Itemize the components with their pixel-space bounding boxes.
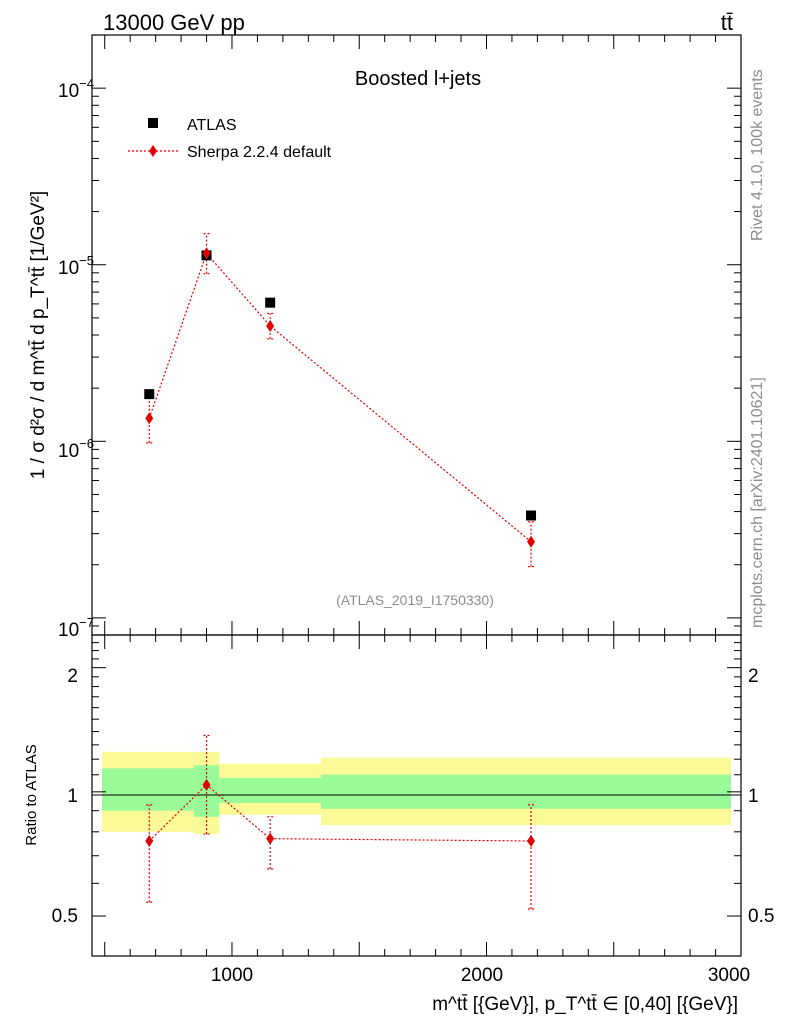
sherpa-point bbox=[527, 535, 536, 548]
x-axis-label: m^tt̄ [{GeV}], p_T^tt̄ ∈ [0,40] [{GeV}] bbox=[432, 994, 738, 1015]
ratio-panel: Ratio to ATLAS 2 1 0.5 2 1 0.5 bbox=[23, 634, 774, 957]
ratio-ytick-label-1: 1 bbox=[67, 786, 78, 807]
y-tick-labels: 10−4 10−5 10−6 10−7 bbox=[58, 76, 94, 641]
legend-sherpa-label: Sherpa 2.2.4 default bbox=[187, 144, 332, 161]
atlas-point bbox=[265, 297, 276, 308]
ratio-sherpa-point bbox=[266, 832, 275, 845]
ratio-ytick-label-right-1: 1 bbox=[748, 786, 759, 807]
x-axis: 1000 2000 3000 m^tt̄ [{GeV}], p_T^tt̄ ∈ … bbox=[211, 965, 750, 1015]
ratio-ytick-label-right-0.5: 0.5 bbox=[748, 906, 774, 927]
ytick-label-1e-5: 10−5 bbox=[58, 253, 94, 279]
rivet-label: Rivet 4.1.0, 100k events bbox=[749, 69, 766, 241]
sherpa-line bbox=[148, 252, 532, 543]
sherpa-point bbox=[145, 412, 154, 425]
ratio-sherpa-point bbox=[527, 835, 536, 848]
ratio-ytick-label-2: 2 bbox=[67, 666, 78, 687]
top-axis-ticks bbox=[92, 34, 742, 636]
ratio-axis-ticks bbox=[92, 635, 742, 957]
plot-title: Boosted l+jets bbox=[355, 68, 481, 90]
ratio-frame bbox=[91, 634, 742, 957]
sherpa-point bbox=[266, 319, 275, 332]
legend-atlas-marker bbox=[148, 118, 158, 128]
ratio-ytick-label-right-2: 2 bbox=[748, 666, 759, 687]
ratio-data-layer bbox=[145, 734, 536, 910]
main-panel: Boosted l+jets (ATLAS_2019_I1750330) 1 /… bbox=[28, 34, 742, 641]
top-data-layer bbox=[144, 233, 537, 568]
energy-label: 13000 GeV pp bbox=[103, 10, 245, 35]
ytick-label-1e-4: 10−4 bbox=[58, 76, 94, 102]
ratio-sherpa-point bbox=[145, 835, 154, 848]
atlas-point bbox=[144, 389, 155, 400]
mcplots-label: mcplots.cern.ch [arXiv:2401.10621] bbox=[749, 377, 766, 628]
inner-uncertainty-band bbox=[321, 774, 731, 809]
ytick-label-1e-6: 10−6 bbox=[58, 436, 94, 462]
ratio-sherpa-line bbox=[148, 784, 532, 842]
legend-sherpa-marker bbox=[149, 145, 157, 157]
inner-uncertainty-band bbox=[219, 778, 322, 803]
ytick-label-1e-7: 10−7 bbox=[58, 615, 94, 641]
xtick-label-1000: 1000 bbox=[211, 965, 253, 986]
xtick-label-2000: 2000 bbox=[461, 965, 503, 986]
uncertainty-bands bbox=[102, 751, 731, 835]
ratio-sherpa-point bbox=[202, 778, 211, 791]
analysis-id: (ATLAS_2019_I1750330) bbox=[336, 592, 494, 608]
xtick-label-3000: 3000 bbox=[708, 965, 750, 986]
ratio-y-axis-label: Ratio to ATLAS bbox=[23, 744, 40, 845]
y-axis-label: 1 / σ d²σ / d m^tt̄ d p_T^tt̄ [1/GeV²] bbox=[28, 191, 49, 479]
atlas-point bbox=[526, 510, 537, 521]
inner-uncertainty-band bbox=[102, 768, 194, 811]
process-label: tt̄ bbox=[721, 10, 733, 35]
sherpa-point bbox=[202, 247, 211, 260]
ratio-ytick-label-0.5: 0.5 bbox=[52, 906, 78, 927]
legend-atlas-label: ATLAS bbox=[187, 117, 237, 134]
legend: ATLAS Sherpa 2.2.4 default bbox=[128, 117, 332, 161]
